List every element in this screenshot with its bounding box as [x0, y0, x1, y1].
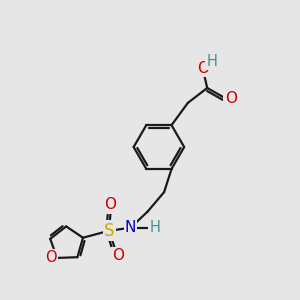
Text: S: S: [104, 222, 114, 240]
Text: H: H: [206, 54, 217, 69]
Text: O: O: [225, 91, 237, 106]
Text: O: O: [112, 248, 124, 263]
Text: N: N: [125, 220, 136, 235]
Text: O: O: [105, 197, 117, 212]
Text: H: H: [149, 220, 160, 235]
Text: O: O: [197, 61, 209, 76]
Text: O: O: [45, 250, 56, 266]
